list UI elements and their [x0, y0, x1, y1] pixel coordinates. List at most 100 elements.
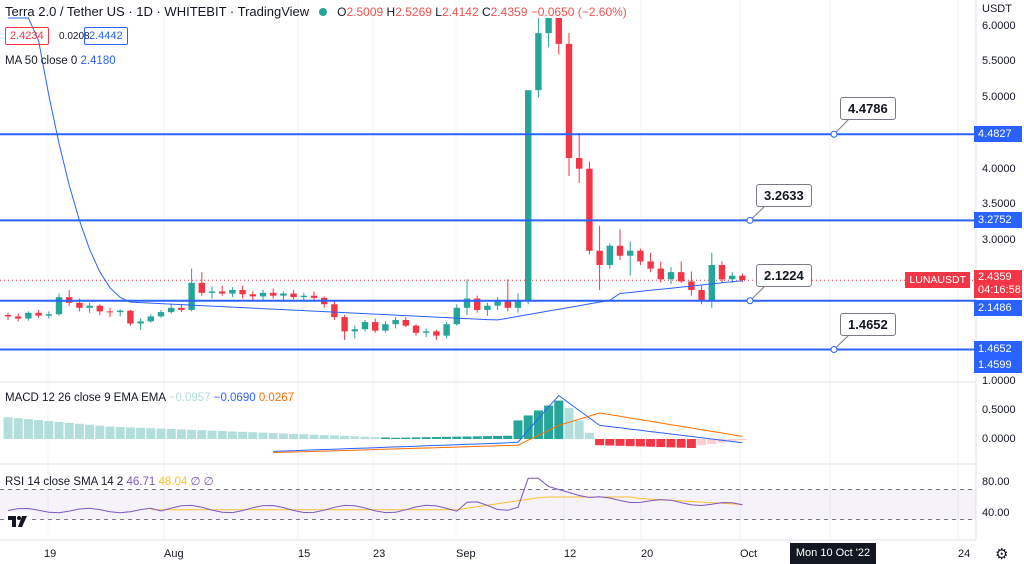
price-tick: 3.5000: [982, 198, 1016, 210]
spread-value: 0.0208: [59, 31, 90, 42]
macd-histogram-bar: [717, 439, 727, 443]
macd-histogram-bar: [411, 437, 421, 439]
currency-label[interactable]: USDT: [982, 3, 1012, 15]
time-tick: Sep: [456, 548, 476, 560]
macd-histogram-bar: [207, 430, 217, 439]
macd-histogram-bar: [442, 436, 452, 439]
callout-leader: [749, 284, 767, 302]
candle-body: [718, 265, 726, 280]
candle-body: [616, 245, 624, 256]
candle-body: [76, 302, 83, 308]
macd-histogram-bar: [503, 435, 513, 439]
symbol-price-tag: LUNAUSDT: [905, 272, 970, 288]
macd-histogram-bar: [380, 437, 390, 439]
macd-histogram-bar: [156, 428, 166, 439]
macd-tick: 0.5000: [982, 404, 1016, 416]
macd-histogram-bar: [727, 439, 737, 442]
macd-histogram-bar: [64, 422, 74, 439]
level-callout-2[interactable]: 3.2633: [756, 184, 812, 207]
candle-body: [596, 250, 603, 266]
macd-histogram-bar: [391, 437, 401, 439]
rsi-sma-line: [150, 496, 743, 511]
level-callout-3[interactable]: 2.1224: [756, 264, 812, 287]
candle-body: [453, 307, 460, 325]
macd-histogram-bar: [227, 431, 237, 439]
candle-body: [55, 297, 63, 315]
candle-body: [96, 305, 103, 312]
settings-gear-icon[interactable]: ⚙: [995, 546, 1009, 563]
market-status-icon: [319, 7, 328, 16]
macd-histogram-bar: [595, 439, 605, 446]
macd-histogram-bar: [686, 439, 696, 448]
sell-price-button[interactable]: 2.4234: [5, 27, 49, 45]
macd-histogram-bar: [176, 429, 186, 439]
candle-body: [494, 300, 501, 306]
macd-histogram-bar: [74, 423, 84, 439]
macd-histogram-bar: [3, 417, 13, 439]
macd-histogram-bar: [493, 435, 503, 439]
macd-histogram-bar: [707, 439, 717, 444]
macd-histogram-bar: [564, 408, 574, 439]
candle-body: [341, 317, 348, 332]
level-price-tag: 4.4827: [974, 126, 1022, 142]
macd-histogram-bar: [635, 439, 645, 447]
macd-histogram-bar: [13, 418, 23, 439]
candle-body: [555, 18, 562, 44]
callout-leader: [833, 117, 851, 135]
candle-body: [412, 325, 420, 333]
candle-body: [178, 307, 185, 310]
callout-leader: [749, 204, 767, 221]
rsi-line: [7, 477, 743, 514]
macd-histogram-bar: [513, 420, 523, 439]
macd-histogram-bar: [136, 427, 146, 439]
macd-histogram-bar: [676, 439, 686, 448]
level-anchor-handle: [746, 297, 754, 305]
candle-body: [576, 157, 583, 169]
tradingview-logo[interactable]: [6, 512, 32, 530]
time-tick: 20: [641, 548, 654, 560]
candle-body: [127, 310, 134, 324]
macd-histogram-bar: [646, 439, 656, 447]
macd-histogram-bar: [217, 431, 227, 439]
macd-histogram-bar: [421, 437, 431, 439]
candle-body: [637, 250, 644, 262]
level-callout-1[interactable]: 4.4786: [840, 97, 896, 120]
candle-body: [290, 293, 297, 298]
candle-body: [259, 292, 267, 297]
macd-histogram-bar: [340, 435, 350, 439]
level-anchor-handle: [746, 216, 754, 224]
macd-histogram-bar: [238, 431, 248, 439]
level-anchor-handle: [830, 346, 838, 354]
macd-histogram-bar: [278, 433, 288, 439]
candle-body: [188, 282, 195, 310]
macd-histogram-bar: [574, 420, 584, 439]
macd-histogram-bar: [166, 429, 176, 439]
level-callout-4[interactable]: 1.4652: [840, 313, 896, 336]
buy-price-button[interactable]: 2.4442: [84, 27, 128, 45]
rsi-legend[interactable]: RSI 14 close SMA 14 2 46.71 48.04 ∅ ∅: [5, 476, 214, 488]
time-tick: 12: [564, 548, 577, 560]
macd-histogram-bar: [85, 424, 95, 439]
symbol-title[interactable]: Terra 2.0 / Tether US · 1D · WHITEBIT · …: [5, 4, 310, 19]
candle-body: [545, 18, 552, 34]
price-tick: 5.0000: [982, 91, 1016, 103]
candle-body: [484, 305, 491, 310]
candle-body: [331, 304, 338, 318]
candle-body: [15, 316, 22, 319]
candle-body: [372, 322, 379, 331]
macd-histogram-bar: [258, 432, 268, 439]
macd-legend[interactable]: MACD 12 26 close 9 EMA EMA −0.0957 −0.06…: [5, 392, 295, 404]
price-tick: 4.0000: [982, 163, 1016, 175]
macd-histogram-bar: [248, 432, 258, 439]
macd-histogram-bar: [268, 433, 278, 439]
time-tick: 15: [298, 548, 311, 560]
macd-histogram-bar: [656, 439, 666, 448]
candle-body: [249, 294, 256, 297]
candle-body: [137, 321, 144, 324]
chart-legend-header: Terra 2.0 / Tether US · 1D · WHITEBIT · …: [5, 4, 627, 19]
macd-histogram-bar: [125, 427, 135, 439]
macd-histogram-bar: [482, 436, 492, 439]
ma-legend[interactable]: MA 50 close 0 2.4180: [5, 55, 116, 67]
macd-histogram-bar: [605, 439, 615, 446]
